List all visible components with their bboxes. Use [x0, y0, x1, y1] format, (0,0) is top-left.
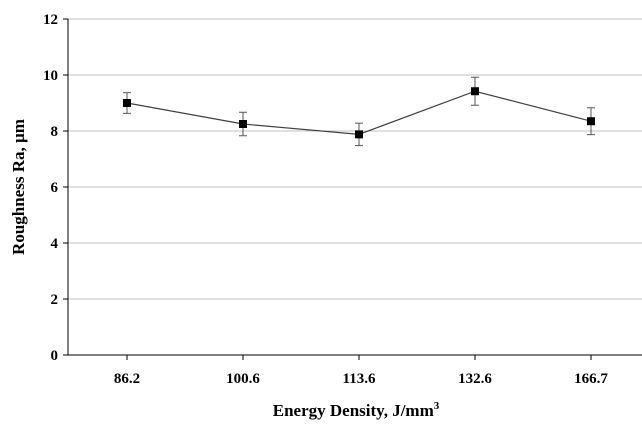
data-series: [123, 76, 595, 147]
y-tick-label: 12: [43, 12, 58, 28]
x-tick-label: 86.2: [114, 371, 140, 387]
data-point-marker: [355, 130, 363, 139]
x-tick-label: 100.6: [226, 371, 260, 387]
axes: [63, 18, 642, 360]
y-axis-title: Roughness Ra, µm: [9, 119, 28, 255]
y-tick-label: 8: [51, 124, 59, 140]
y-tick-label: 0: [51, 348, 59, 364]
x-axis-title: Energy Density, J/mm3: [273, 400, 440, 420]
data-point-marker: [587, 117, 595, 126]
y-tick-label: 6: [51, 180, 59, 196]
data-point-marker: [239, 120, 247, 128]
data-point-marker: [471, 87, 479, 96]
x-tick-label: 113.6: [343, 371, 376, 387]
x-tick-label: 132.6: [458, 371, 492, 387]
tick-labels: 0 2 4 6 8 10 12 86.2 100.6 113.6 132.6 166.7: [43, 12, 608, 387]
y-tick-label: 4: [51, 236, 59, 252]
gridlines: [68, 18, 642, 300]
data-point-marker: [123, 99, 131, 107]
y-tick-label: 2: [51, 292, 59, 308]
x-axis-title-superscript: 3: [434, 400, 440, 412]
x-tick-label: 166.7: [574, 371, 608, 387]
y-tick-label: 10: [43, 68, 58, 84]
